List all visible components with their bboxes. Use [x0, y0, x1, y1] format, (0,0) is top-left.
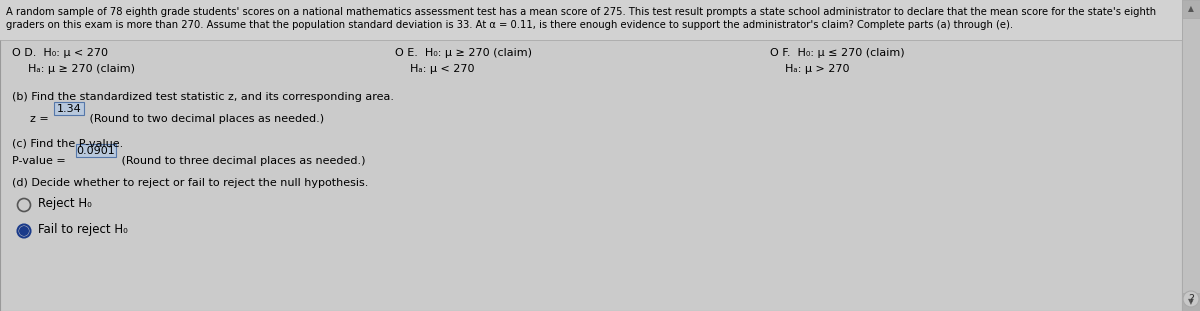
- Text: Reject H₀: Reject H₀: [38, 197, 91, 211]
- Text: (d) Decide whether to reject or fail to reject the null hypothesis.: (d) Decide whether to reject or fail to …: [12, 178, 368, 188]
- Text: Fail to reject H₀: Fail to reject H₀: [38, 224, 127, 236]
- Text: ?: ?: [1188, 294, 1194, 304]
- Text: (c) Find the P-value.: (c) Find the P-value.: [12, 138, 124, 148]
- Text: O F.  H₀: μ ≤ 270 (claim): O F. H₀: μ ≤ 270 (claim): [770, 48, 905, 58]
- Text: (Round to two decimal places as needed.): (Round to two decimal places as needed.): [86, 114, 324, 124]
- Text: 0.0901: 0.0901: [77, 146, 115, 156]
- Text: P-value =: P-value =: [12, 156, 70, 166]
- Text: 1.34: 1.34: [56, 104, 82, 114]
- Text: Hₐ: μ < 270: Hₐ: μ < 270: [410, 64, 474, 74]
- Bar: [76, 144, 116, 157]
- Text: A random sample of 78 eighth grade students' scores on a national mathematics as: A random sample of 78 eighth grade stude…: [6, 7, 1156, 17]
- Text: (b) Find the standardized test statistic z, and its corresponding area.: (b) Find the standardized test statistic…: [12, 92, 394, 102]
- Text: O E.  H₀: μ ≥ 270 (claim): O E. H₀: μ ≥ 270 (claim): [395, 48, 532, 58]
- Text: (Round to three decimal places as needed.): (Round to three decimal places as needed…: [118, 156, 366, 166]
- Text: ▲: ▲: [1188, 4, 1194, 13]
- Text: graders on this exam is more than 270. Assume that the population standard devia: graders on this exam is more than 270. A…: [6, 20, 1013, 30]
- Text: Hₐ: μ ≥ 270 (claim): Hₐ: μ ≥ 270 (claim): [28, 64, 134, 74]
- Text: z =: z =: [30, 114, 53, 124]
- Text: Hₐ: μ > 270: Hₐ: μ > 270: [785, 64, 850, 74]
- Bar: [54, 102, 84, 115]
- Bar: [1182, 0, 1200, 18]
- Circle shape: [19, 226, 29, 236]
- Text: ▼: ▼: [1188, 298, 1194, 307]
- Circle shape: [1183, 291, 1199, 307]
- Bar: [0, 0, 1182, 40]
- Bar: [1182, 0, 1200, 311]
- Bar: [1182, 293, 1200, 311]
- Text: O D.  H₀: μ < 270: O D. H₀: μ < 270: [12, 48, 108, 58]
